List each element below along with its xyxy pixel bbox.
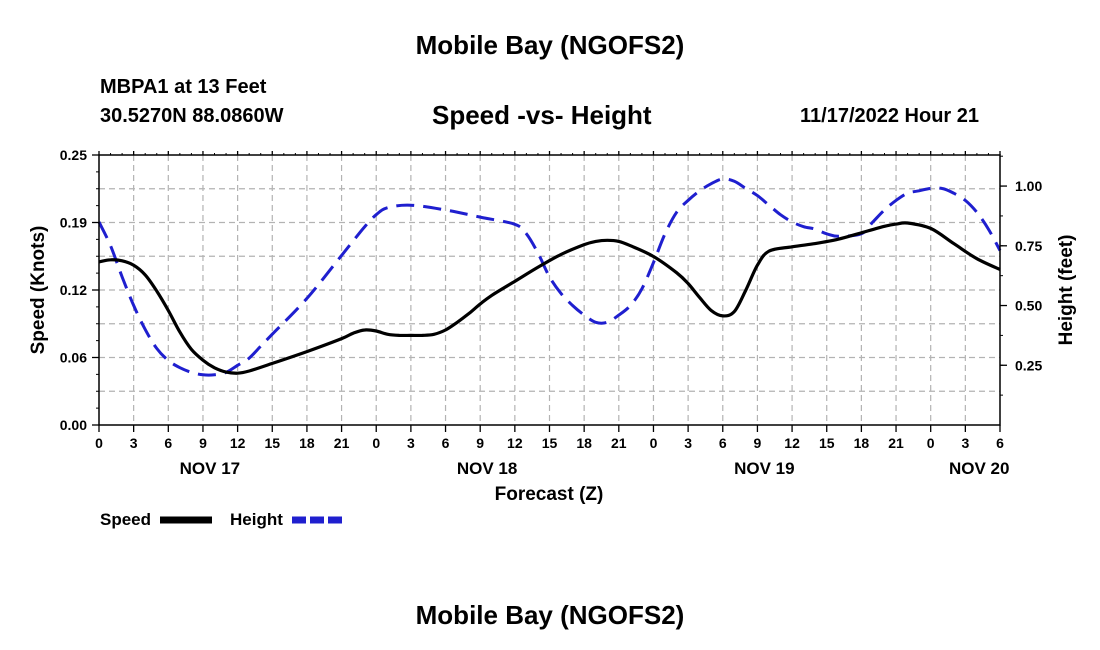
x-tick-label: 18: [854, 435, 870, 451]
legend: Speed Height: [100, 510, 344, 529]
x-tick-label: 21: [334, 435, 350, 451]
x-tick-label: 0: [650, 435, 658, 451]
x-tick-label: 6: [996, 435, 1004, 451]
x-tick-label: 12: [230, 435, 246, 451]
chart-title: Mobile Bay (NGOFS2): [415, 30, 685, 60]
station-coordinates: 30.5270N 88.0860W: [100, 105, 284, 127]
date-label: NOV 19: [734, 459, 794, 478]
x-tick-label: 6: [164, 435, 172, 451]
y-tick-label: 0.12: [60, 282, 87, 298]
x-tick-label: 6: [442, 435, 450, 451]
station-label: MBPA1 at 13 Feet: [100, 76, 267, 98]
x-tick-label: 12: [784, 435, 800, 451]
y2-tick-label: 0.25: [1015, 357, 1042, 373]
x-tick-label: 3: [684, 435, 692, 451]
y2-tick-label: 0.50: [1015, 298, 1042, 314]
x-tick-label: 15: [264, 435, 280, 451]
x-tick-label: 21: [888, 435, 904, 451]
x-tick-label: 18: [576, 435, 592, 451]
grid: [99, 155, 1000, 425]
speed-series-line: [98, 221, 1001, 375]
x-tick-label: 9: [754, 435, 762, 451]
x-tick-label: 0: [95, 435, 103, 451]
x-tick-label: 15: [819, 435, 835, 451]
y-tick-label: 0.25: [60, 147, 87, 163]
x-tick-label: 0: [372, 435, 380, 451]
date-label: NOV 20: [949, 459, 1009, 478]
legend-label-speed: Speed: [100, 510, 151, 529]
y-tick-label: 0.00: [60, 417, 87, 433]
x-tick-label: 3: [130, 435, 138, 451]
x-tick-label: 3: [407, 435, 415, 451]
y-axis-title: Speed (Knots): [28, 226, 49, 355]
axes: 0 3 6 9 12 15 18 21 0 3 6 9 12 15 18 21 0 3 6 9 12 15 18 21 0 3 6 0…: [60, 147, 1043, 478]
x-tick-label: 12: [507, 435, 523, 451]
x-tick-label: 18: [299, 435, 315, 451]
y2-tick-label: 1.00: [1015, 178, 1042, 194]
y-tick-label: 0.19: [60, 215, 87, 231]
chart-subtitle: Speed -vs- Height: [432, 100, 652, 130]
x-axis-title: Forecast (Z): [495, 484, 604, 505]
x-tick-label: 3: [961, 435, 969, 451]
x-tick-label: 6: [719, 435, 727, 451]
y-tick-label: 0.06: [60, 350, 87, 366]
series-layer: [97, 177, 1002, 377]
x-tick-label: 9: [476, 435, 484, 451]
date-label: NOV 17: [180, 459, 240, 478]
legend-label-height: Height: [230, 510, 283, 529]
footer-title: Mobile Bay (NGOFS2): [415, 600, 685, 630]
y2-axis-title: Height (feet): [1056, 235, 1077, 346]
x-tick-label: 9: [199, 435, 207, 451]
forecast-datetime: 11/17/2022 Hour 21: [800, 105, 980, 127]
x-tick-label: 21: [611, 435, 627, 451]
date-label: NOV 18: [457, 459, 517, 478]
x-tick-label: 15: [542, 435, 558, 451]
x-tick-label: 0: [927, 435, 935, 451]
y2-tick-label: 0.75: [1015, 238, 1042, 254]
